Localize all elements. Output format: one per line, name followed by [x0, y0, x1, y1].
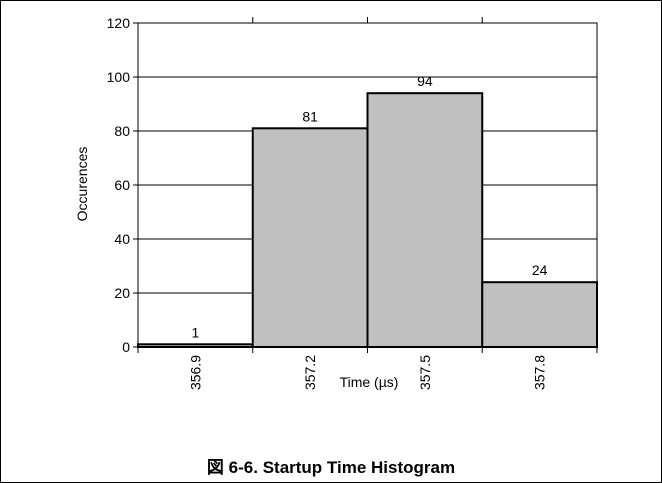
bar [366, 92, 484, 348]
x-tick-label: 356.9 [187, 355, 203, 390]
bars [137, 92, 598, 349]
figure-caption: 図 6-6. Startup Time Histogram [0, 453, 662, 478]
x-tick-label: 357.8 [532, 355, 548, 390]
data-label: 24 [532, 262, 548, 278]
bar [481, 281, 598, 349]
caption-title: Startup Time Histogram [262, 458, 456, 477]
data-labels: 1 81 94 24 [191, 73, 547, 340]
y-tick-label: 60 [114, 177, 130, 193]
y-tick-label: 0 [122, 339, 130, 355]
axes: 0 20 40 60 80 100 120 356.9 357.2 357.5 357.8 [107, 15, 598, 390]
x-axis-title: Time (µs) [340, 374, 399, 390]
x-tick-label: 357.5 [417, 355, 433, 390]
bar [251, 127, 369, 348]
y-axis-title: Occurences [74, 147, 90, 222]
data-label: 1 [191, 324, 199, 340]
data-label: 81 [302, 108, 318, 124]
caption-number: 6-6. [228, 458, 258, 477]
y-tick-label: 80 [114, 123, 130, 139]
caption-prefix: 図 [206, 458, 224, 477]
data-label: 94 [417, 73, 433, 89]
x-tick-label: 357.2 [302, 355, 318, 390]
y-tick-label: 100 [107, 69, 131, 85]
y-tick-label: 120 [107, 15, 131, 31]
y-tick-label: 40 [114, 231, 130, 247]
y-tick-label: 20 [114, 285, 130, 301]
